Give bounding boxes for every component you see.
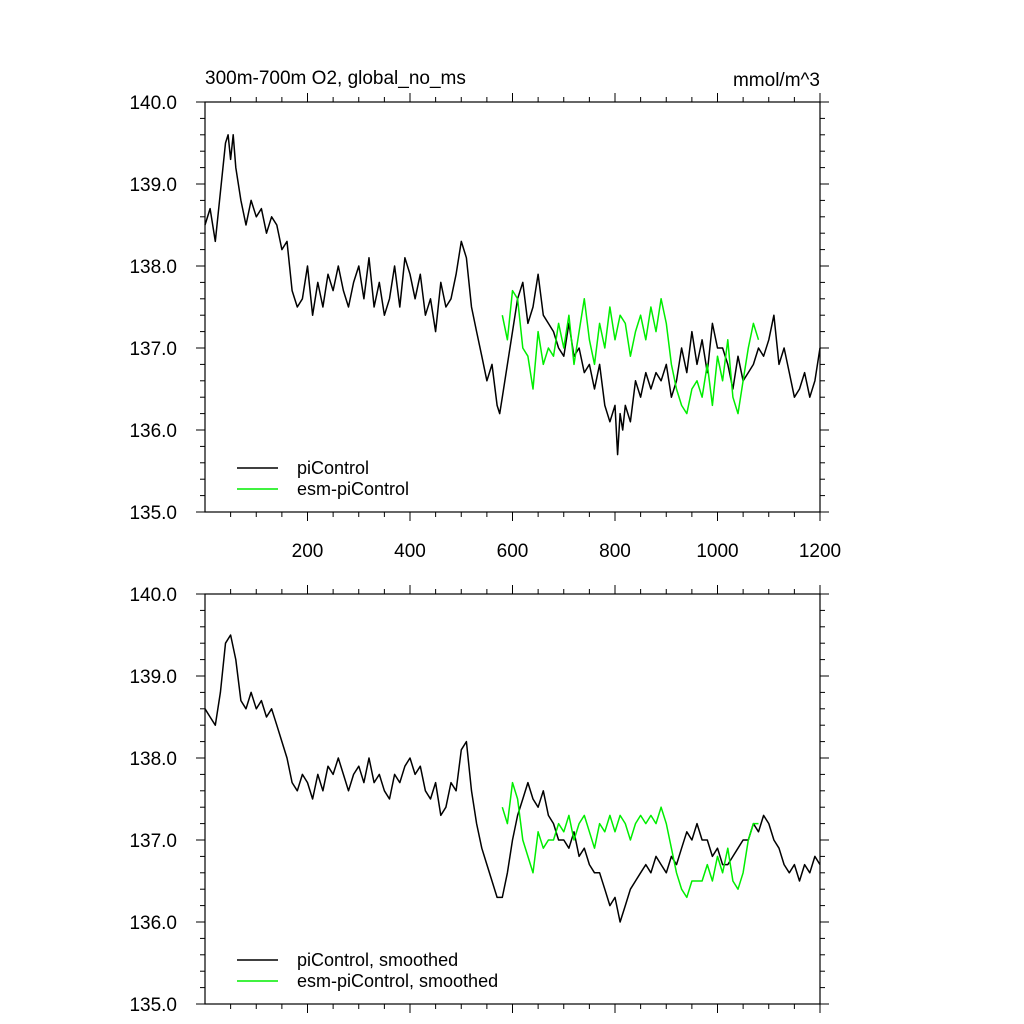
legend-label: esm-piControl, smoothed [297, 971, 498, 991]
y-tick-label: 136.0 [129, 913, 177, 934]
x-tick-label: 600 [497, 541, 529, 562]
chart-title: 300m-700m O2, global_no_ms [205, 68, 466, 89]
plot-frame [204, 593, 821, 1005]
y-tick-label: 137.0 [129, 339, 177, 360]
x-tick-label: 1200 [799, 541, 841, 562]
x-tick-label: 800 [599, 541, 631, 562]
y-tick-label: 139.0 [129, 175, 177, 196]
legend-label: esm-piControl [297, 479, 409, 499]
x-axis-tick-labels: 200 400 600 800 1000 1200 [292, 541, 841, 562]
units-label: mmol/m^3 [733, 70, 820, 91]
axis-ticks [196, 585, 829, 1013]
series-lines [204, 634, 821, 923]
series-line-esm-picontrol [501, 289, 760, 415]
y-tick-label: 140.0 [129, 585, 177, 606]
x-tick-label: 1000 [696, 541, 738, 562]
axis-ticks [196, 93, 829, 521]
y-tick-label: 140.0 [129, 93, 177, 114]
y-tick-label: 138.0 [129, 257, 177, 278]
x-tick-label: 400 [394, 541, 426, 562]
y-tick-label: 138.0 [129, 749, 177, 770]
bottom-panel: 135.0 136.0 137.0 138.0 139.0 140.0 piControl… [129, 585, 829, 1016]
y-tick-label: 137.0 [129, 831, 177, 852]
legend-label: piControl, smoothed [297, 950, 458, 970]
y-tick-label: 135.0 [129, 503, 177, 524]
y-axis-tick-labels: 135.0 136.0 137.0 138.0 139.0 140.0 [129, 93, 177, 524]
series-lines [204, 134, 821, 456]
y-tick-label: 135.0 [129, 995, 177, 1016]
y-tick-label: 139.0 [129, 667, 177, 688]
x-tick-label: 200 [292, 541, 324, 562]
series-line-picontrol-smoothed [204, 634, 821, 923]
series-line-esm-picontrol-smoothed [501, 781, 759, 899]
top-panel: 300m-700m O2, global_no_ms mmol/m^3 135.… [129, 68, 841, 562]
series-line-picontrol [204, 134, 821, 456]
y-tick-label: 136.0 [129, 421, 177, 442]
legend-label: piControl [297, 458, 369, 478]
y-axis-tick-labels: 135.0 136.0 137.0 138.0 139.0 140.0 [129, 585, 177, 1016]
